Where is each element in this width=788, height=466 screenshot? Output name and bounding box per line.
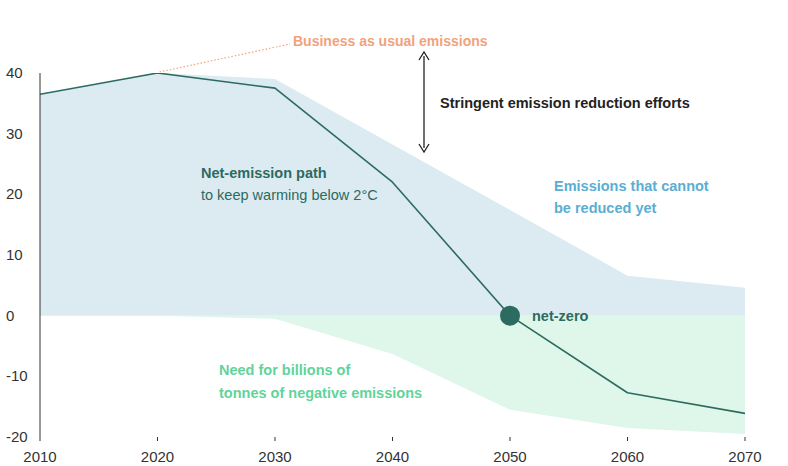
y-tick-label: -10 (6, 367, 28, 384)
x-tick-label: 2010 (23, 448, 56, 465)
net-path-label: Net-emission path (201, 165, 327, 181)
chart: -20-100102030402010202020302040205020602… (0, 0, 788, 466)
bau-label: Business as usual emissions (293, 33, 488, 49)
x-tick (40, 437, 41, 441)
y-axis-line (40, 73, 41, 437)
y-tick-label: 20 (6, 185, 23, 202)
x-tick-label: 2040 (376, 448, 409, 465)
y-tick-label: -20 (6, 428, 28, 445)
x-tick-label: 2030 (258, 448, 291, 465)
arrow-head (419, 52, 429, 60)
label-line: be reduced yet (554, 200, 657, 216)
y-tick-label: 10 (6, 246, 23, 263)
reduction-label: Stringent emission reduction efforts (440, 95, 690, 111)
area (40, 316, 745, 434)
x-tick (745, 437, 746, 441)
x-tick-label: 2070 (728, 448, 761, 465)
bau-leader (160, 44, 291, 72)
x-tick (510, 437, 511, 441)
label-line: tonnes of negative emissions (219, 385, 422, 401)
net-zero-label: net-zero (532, 308, 589, 324)
y-tick-label: 0 (6, 307, 14, 324)
x-tick (275, 437, 276, 441)
y-tick-label: 30 (6, 125, 23, 142)
area (40, 73, 745, 316)
x-tick-label: 2060 (611, 448, 644, 465)
plot-area (40, 73, 745, 434)
y-tick-label: 40 (6, 64, 23, 81)
label-line: Emissions that cannot (554, 178, 709, 194)
negative-emissions-label: Need for billions of tonnes of negative e… (219, 362, 422, 401)
arrow-head (419, 144, 429, 152)
net-emission-line (40, 73, 745, 413)
net-zero-point (500, 306, 520, 326)
x-tick-label: 2050 (493, 448, 526, 465)
label-line: Need for billions of (219, 362, 350, 378)
x-tick (392, 437, 393, 441)
net-path-sublabel: to keep warming below 2°C (201, 187, 378, 203)
irreducible-label: Emissions that cannot be reduced yet (554, 178, 709, 216)
x-tick (627, 437, 628, 441)
reduction-arrow (423, 56, 424, 148)
x-tick-label: 2020 (141, 448, 174, 465)
x-tick (157, 437, 158, 441)
